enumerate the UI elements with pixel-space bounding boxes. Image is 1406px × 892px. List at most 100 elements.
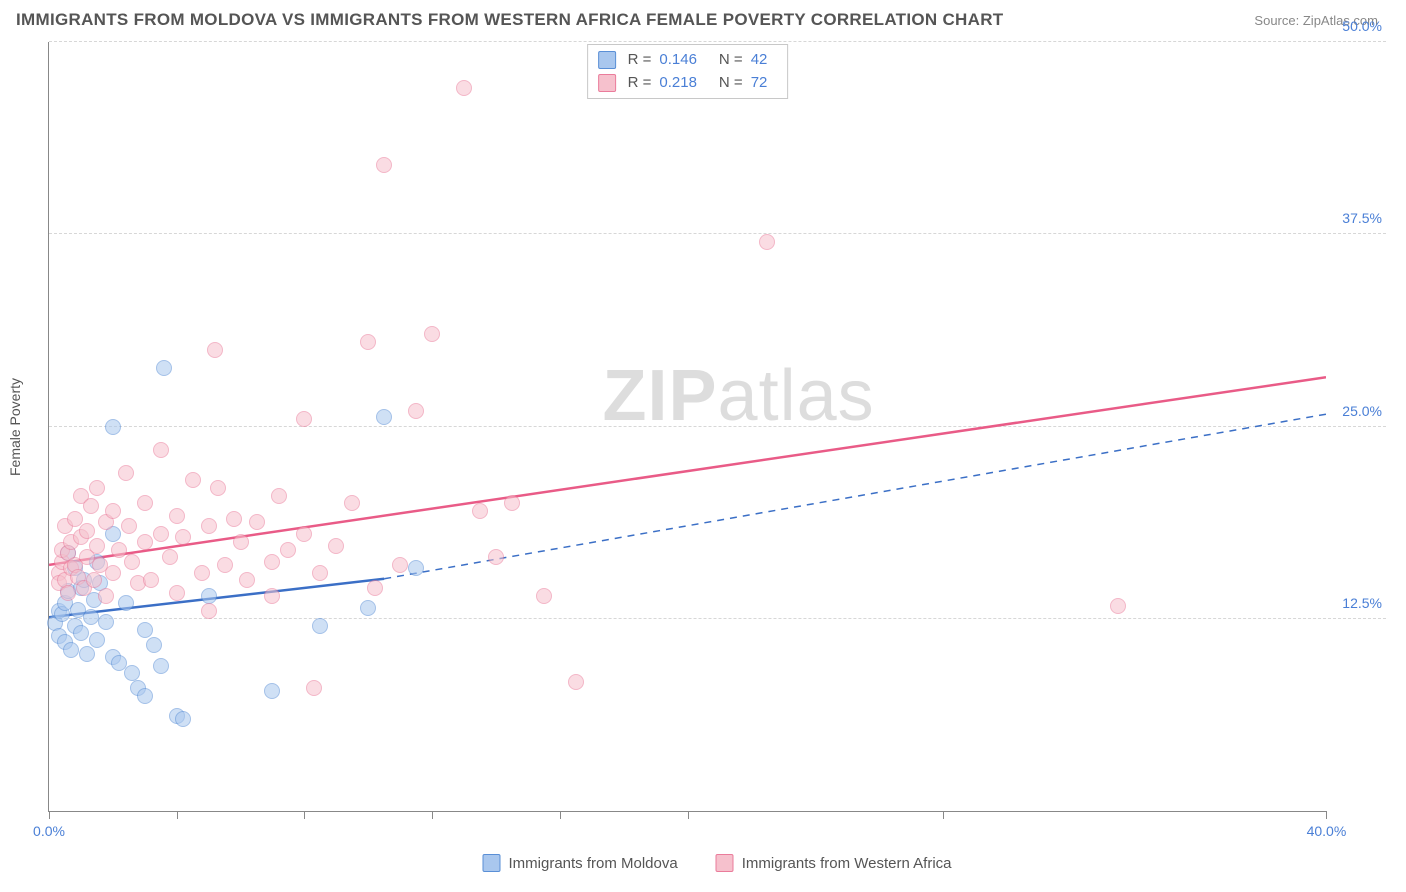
y-tick-label: 37.5% — [1342, 210, 1382, 226]
point-africa — [83, 498, 99, 514]
point-africa — [312, 565, 328, 581]
point-africa — [124, 554, 140, 570]
point-moldova — [312, 618, 328, 634]
point-africa — [226, 511, 242, 527]
point-moldova — [175, 711, 191, 727]
point-africa — [296, 411, 312, 427]
point-africa — [217, 557, 233, 573]
point-moldova — [153, 658, 169, 674]
point-moldova — [360, 600, 376, 616]
n-label: N = — [719, 72, 743, 95]
point-africa — [60, 585, 76, 601]
point-africa — [67, 511, 83, 527]
point-africa — [296, 526, 312, 542]
y-axis-label: Female Poverty — [7, 377, 23, 475]
n-value-africa: 72 — [751, 72, 768, 95]
swatch-africa-icon — [716, 854, 734, 872]
point-africa — [328, 538, 344, 554]
r-label: R = — [628, 49, 652, 72]
point-africa — [89, 480, 105, 496]
point-africa — [175, 529, 191, 545]
point-africa — [456, 80, 472, 96]
y-tick-label: 12.5% — [1342, 595, 1382, 611]
correlation-legend: R = 0.146 N = 42 R = 0.218 N = 72 — [587, 44, 789, 99]
point-africa — [153, 442, 169, 458]
point-africa — [86, 572, 102, 588]
chart-container: ZIPatlas Female Poverty R = 0.146 N = 42… — [48, 42, 1386, 842]
point-africa — [759, 234, 775, 250]
point-africa — [376, 157, 392, 173]
point-africa — [239, 572, 255, 588]
point-moldova — [137, 622, 153, 638]
point-africa — [233, 534, 249, 550]
n-label: N = — [719, 49, 743, 72]
x-tick — [943, 811, 944, 819]
gridline — [49, 233, 1386, 234]
point-africa — [162, 549, 178, 565]
point-africa — [344, 495, 360, 511]
point-africa — [121, 518, 137, 534]
point-africa — [280, 542, 296, 558]
x-tick — [688, 811, 689, 819]
point-moldova — [201, 588, 217, 604]
point-africa — [568, 674, 584, 690]
point-moldova — [156, 360, 172, 376]
y-tick-label: 25.0% — [1342, 403, 1382, 419]
point-africa — [143, 572, 159, 588]
point-moldova — [376, 409, 392, 425]
legend-row-moldova: R = 0.146 N = 42 — [598, 49, 778, 72]
point-africa — [271, 488, 287, 504]
legend-label-africa: Immigrants from Western Africa — [742, 855, 952, 872]
point-africa — [472, 503, 488, 519]
point-africa — [169, 585, 185, 601]
swatch-moldova-icon — [483, 854, 501, 872]
gridline — [49, 41, 1386, 42]
point-africa — [249, 514, 265, 530]
x-tick — [1326, 811, 1327, 819]
point-africa — [264, 588, 280, 604]
point-africa — [210, 480, 226, 496]
point-moldova — [79, 646, 95, 662]
y-tick-label: 50.0% — [1342, 18, 1382, 34]
gridline — [49, 618, 1386, 619]
point-moldova — [146, 637, 162, 653]
r-value-africa: 0.218 — [659, 72, 697, 95]
plot-area: ZIPatlas Female Poverty R = 0.146 N = 42… — [48, 42, 1326, 812]
point-moldova — [105, 419, 121, 435]
point-africa — [424, 326, 440, 342]
point-moldova — [124, 665, 140, 681]
point-africa — [264, 554, 280, 570]
n-value-moldova: 42 — [751, 49, 768, 72]
x-tick-label: 40.0% — [1307, 823, 1347, 839]
point-africa — [306, 680, 322, 696]
legend-row-africa: R = 0.218 N = 72 — [598, 72, 778, 95]
point-moldova — [118, 595, 134, 611]
watermark: ZIPatlas — [603, 355, 875, 437]
gridline — [49, 426, 1386, 427]
point-moldova — [63, 642, 79, 658]
point-africa — [201, 603, 217, 619]
x-tick — [560, 811, 561, 819]
series-legend: Immigrants from Moldova Immigrants from … — [483, 854, 952, 872]
x-tick-label: 0.0% — [33, 823, 65, 839]
legend-label-moldova: Immigrants from Moldova — [509, 855, 678, 872]
legend-item-africa: Immigrants from Western Africa — [716, 854, 952, 872]
point-moldova — [98, 614, 114, 630]
point-africa — [504, 495, 520, 511]
point-africa — [169, 508, 185, 524]
point-africa — [137, 495, 153, 511]
source-label: Source: — [1254, 13, 1299, 28]
point-africa — [488, 549, 504, 565]
point-africa — [536, 588, 552, 604]
point-africa — [89, 538, 105, 554]
x-tick — [432, 811, 433, 819]
point-moldova — [73, 625, 89, 641]
point-moldova — [264, 683, 280, 699]
r-value-moldova: 0.146 — [659, 49, 697, 72]
point-africa — [105, 565, 121, 581]
point-africa — [185, 472, 201, 488]
point-africa — [201, 518, 217, 534]
point-africa — [207, 342, 223, 358]
chart-title: IMMIGRANTS FROM MOLDOVA VS IMMIGRANTS FR… — [16, 10, 1003, 30]
point-africa — [153, 526, 169, 542]
